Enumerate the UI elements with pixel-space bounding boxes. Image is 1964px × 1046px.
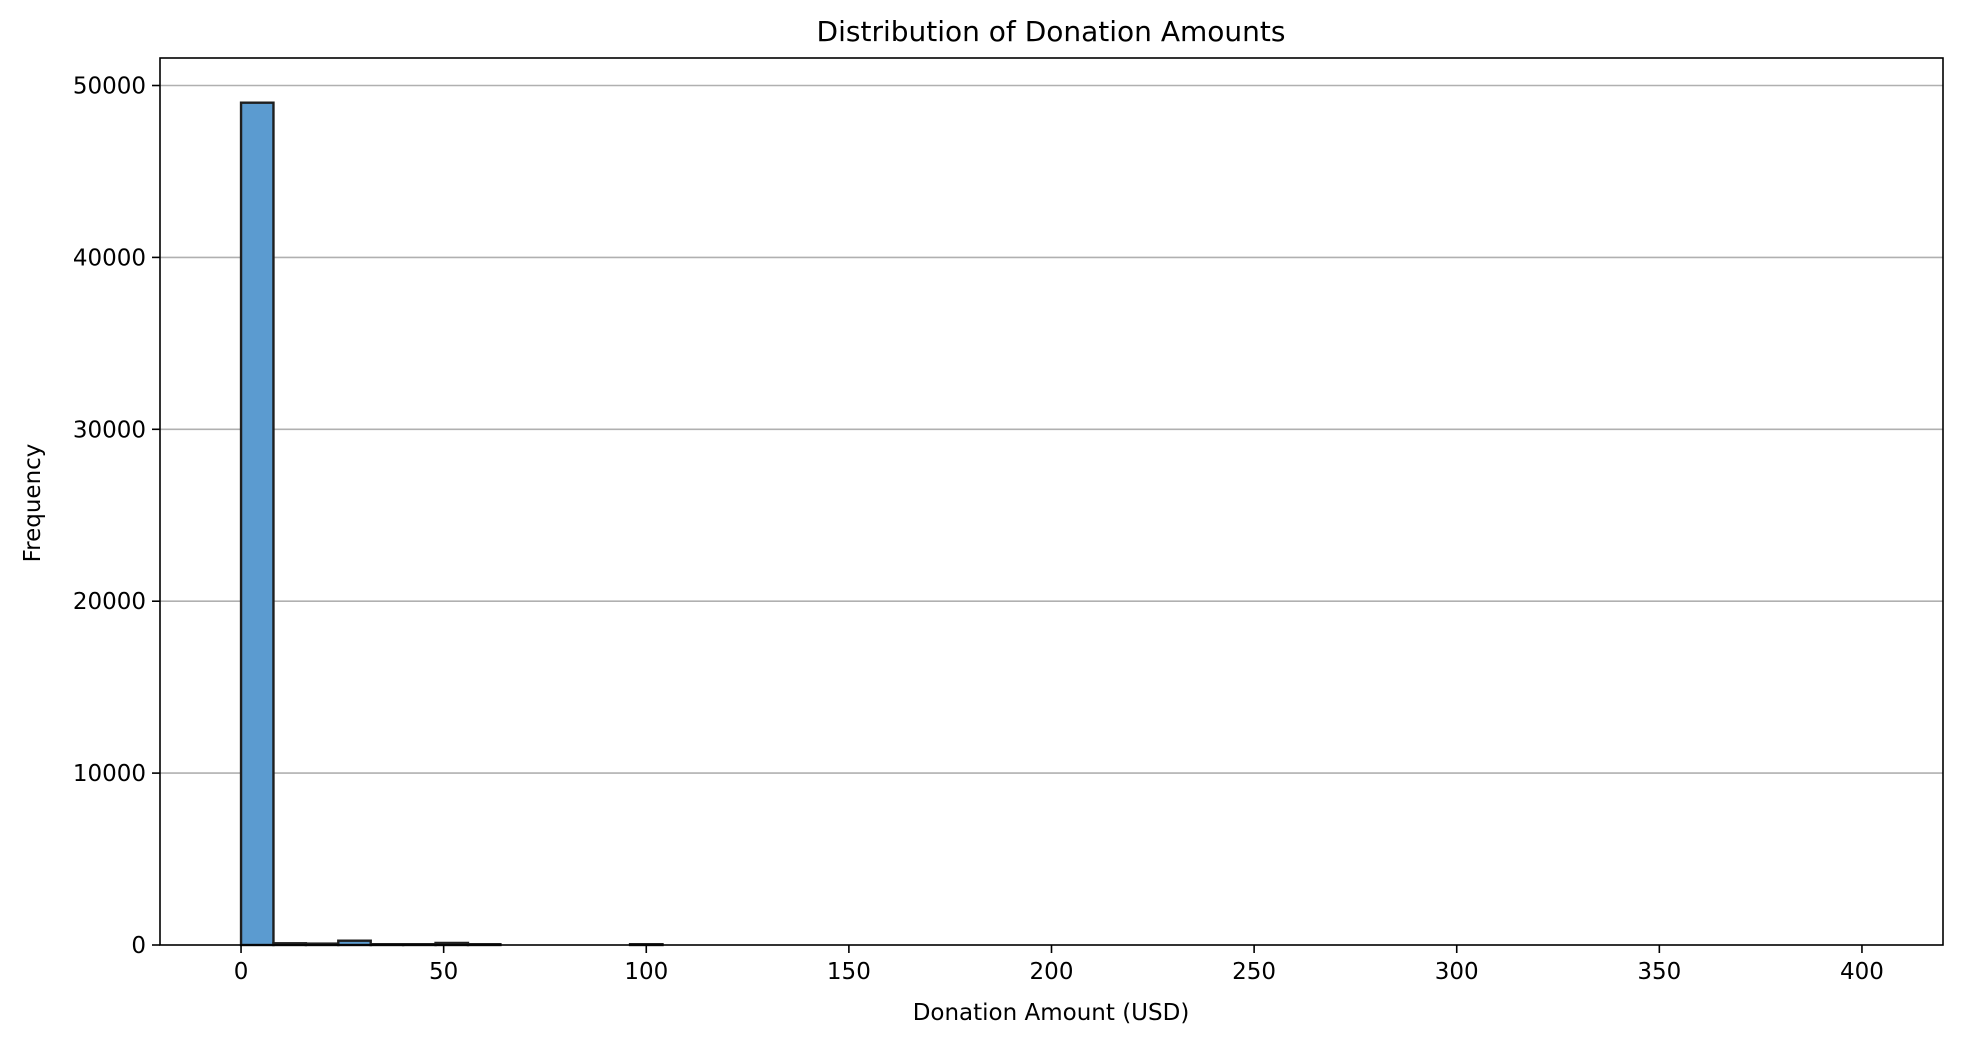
x-tick-label: 100 [624,959,668,985]
x-tick-label: 200 [1030,959,1074,985]
x-axis-ticks: 0 50 100 150 200 250 300 350 400 [234,945,1884,985]
x-tick-label: 0 [234,959,249,985]
histogram-bar [239,101,275,947]
y-tick-label: 0 [131,933,146,959]
x-tick-label: 50 [429,959,458,985]
y-axis-label: Frequency [20,444,46,563]
plot-frame [159,57,1944,946]
x-tick-label: 350 [1637,959,1681,985]
grid-lines [160,84,1943,774]
x-axis-label: Donation Amount (USD) [913,1000,1190,1026]
chart-title: Distribution of Donation Amounts [817,15,1286,48]
histogram-bars [239,101,664,947]
y-tick-label: 50000 [73,74,146,100]
x-tick-label: 400 [1840,959,1884,985]
y-tick-label: 30000 [73,417,146,443]
y-tick-label: 40000 [73,245,146,271]
y-axis-ticks: 0 10000 20000 30000 40000 50000 [73,74,160,959]
x-tick-label: 300 [1435,959,1479,985]
x-tick-label: 150 [827,959,871,985]
y-tick-label: 20000 [73,589,146,615]
x-tick-label: 250 [1232,959,1276,985]
y-tick-label: 10000 [73,761,146,787]
